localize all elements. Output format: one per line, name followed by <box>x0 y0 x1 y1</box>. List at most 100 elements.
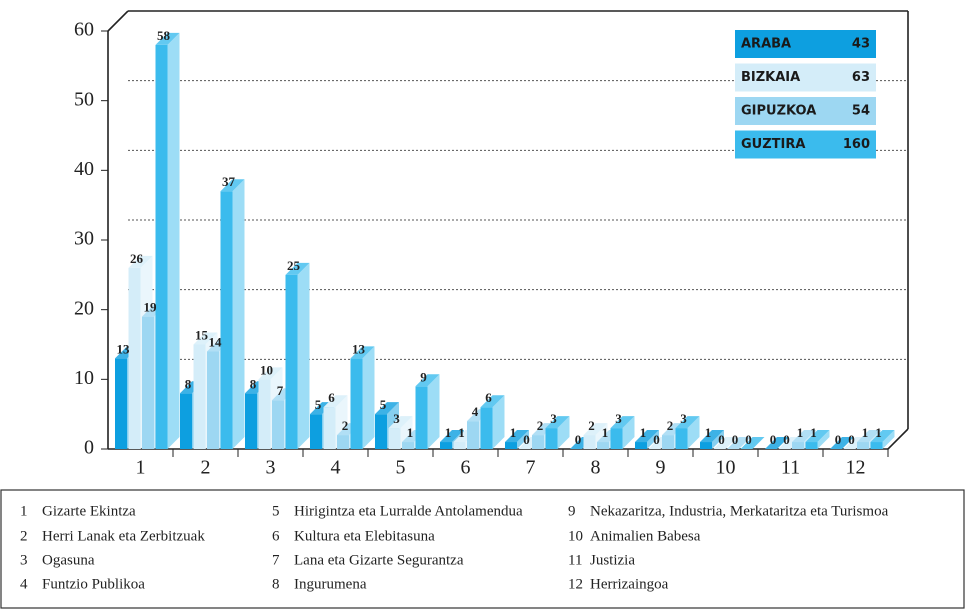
bar <box>142 316 154 449</box>
value-label: 1 <box>797 425 804 440</box>
value-label: 3 <box>393 411 400 426</box>
footnote-label: Hirigintza eta Lurralde Antolamendua <box>294 503 523 519</box>
footnote-number: 9 <box>568 503 576 519</box>
value-label: 1 <box>875 425 882 440</box>
value-label: 9 <box>420 369 427 384</box>
bar <box>635 442 647 449</box>
value-label: 19 <box>144 300 158 315</box>
bar <box>675 428 688 449</box>
bar-top <box>857 430 881 443</box>
bar <box>870 442 883 449</box>
value-label: 0 <box>523 432 530 447</box>
bar <box>610 428 623 449</box>
footnote-number: 2 <box>20 528 28 544</box>
footnote-number: 5 <box>272 503 280 519</box>
value-label: 13 <box>117 341 131 356</box>
bar <box>415 386 428 449</box>
bar-top <box>700 430 724 443</box>
legend-swatch <box>735 130 876 159</box>
footnote-label: Funtzio Publikoa <box>42 576 145 592</box>
value-label: 1 <box>862 425 869 440</box>
bar-top <box>545 416 570 429</box>
legend-total: 54 <box>852 104 870 119</box>
value-label: 0 <box>718 432 725 447</box>
bar-side <box>817 430 830 449</box>
bar-side <box>232 179 245 449</box>
bar-top <box>323 395 348 408</box>
bar <box>272 400 284 449</box>
bar-top <box>727 437 751 449</box>
value-label: 2 <box>588 418 595 433</box>
bar <box>220 191 233 449</box>
legend-swatch <box>735 97 876 125</box>
bar-top <box>350 346 375 359</box>
bar-top <box>440 430 464 443</box>
bar <box>323 407 336 449</box>
bar-top <box>713 437 738 449</box>
footnote-label: Ogasuna <box>42 552 95 568</box>
footnote-label: Ingurumena <box>294 576 367 592</box>
value-label: 37 <box>222 174 236 189</box>
footnote-number: 6 <box>272 528 280 544</box>
value-label: 1 <box>510 425 517 440</box>
footnote-box <box>0 489 965 609</box>
bar-top <box>583 423 608 436</box>
bar <box>128 267 141 449</box>
footnote-label: Herri Lanak eta Zerbitzuak <box>42 528 205 544</box>
value-label: 3 <box>680 411 687 426</box>
bar-side <box>297 262 310 449</box>
bar <box>388 428 401 449</box>
bar-top <box>610 416 635 429</box>
legend-label: GUZTIRA <box>741 137 805 152</box>
legend-total: 160 <box>843 137 870 152</box>
value-label: 0 <box>575 432 582 447</box>
y-tick-label: 50 <box>74 88 94 110</box>
x-tick-label: 12 <box>846 457 866 479</box>
value-label: 3 <box>550 411 557 426</box>
x-tick-label: 6 <box>461 457 471 479</box>
value-label: 1 <box>810 425 817 440</box>
bar-side <box>687 416 700 449</box>
footnote-number: 12 <box>568 576 583 592</box>
bar-side <box>362 346 375 449</box>
bar <box>805 442 818 449</box>
footnote-number: 3 <box>20 552 28 568</box>
bar-top <box>388 416 413 429</box>
value-label: 1 <box>407 425 414 440</box>
footnote-number: 10 <box>568 528 583 544</box>
legend-label: GIPUZKOA <box>741 104 816 119</box>
bar-top <box>220 179 245 192</box>
bar-top <box>193 332 218 345</box>
value-label: 0 <box>732 432 739 447</box>
bar <box>350 358 363 449</box>
bar <box>792 442 804 449</box>
value-label: 7 <box>277 383 284 398</box>
bar <box>207 351 219 449</box>
bar <box>467 421 479 449</box>
bar <box>545 428 558 449</box>
value-label: 0 <box>783 432 790 447</box>
footnote-number: 8 <box>272 576 280 592</box>
bar-top <box>505 430 529 443</box>
x-tick-label: 9 <box>656 457 666 479</box>
x-tick-label: 2 <box>201 457 211 479</box>
value-label: 10 <box>260 362 273 377</box>
bar-top <box>830 437 854 449</box>
value-label: 15 <box>195 327 209 342</box>
value-label: 2 <box>342 418 349 433</box>
value-label: 8 <box>250 376 257 391</box>
x-tick-label: 8 <box>591 457 601 479</box>
bar <box>155 44 168 449</box>
x-tick-label: 1 <box>136 457 146 479</box>
value-label: 0 <box>653 432 660 447</box>
bar <box>375 414 387 449</box>
bar <box>115 358 127 449</box>
bar-side <box>492 395 505 449</box>
footnote-number: 1 <box>20 503 28 519</box>
bar-side <box>882 430 895 449</box>
x-tick-label: 10 <box>716 457 736 479</box>
bar <box>193 344 206 449</box>
bar-top <box>765 437 789 449</box>
bar-side <box>712 430 724 449</box>
bar-top <box>128 255 153 268</box>
